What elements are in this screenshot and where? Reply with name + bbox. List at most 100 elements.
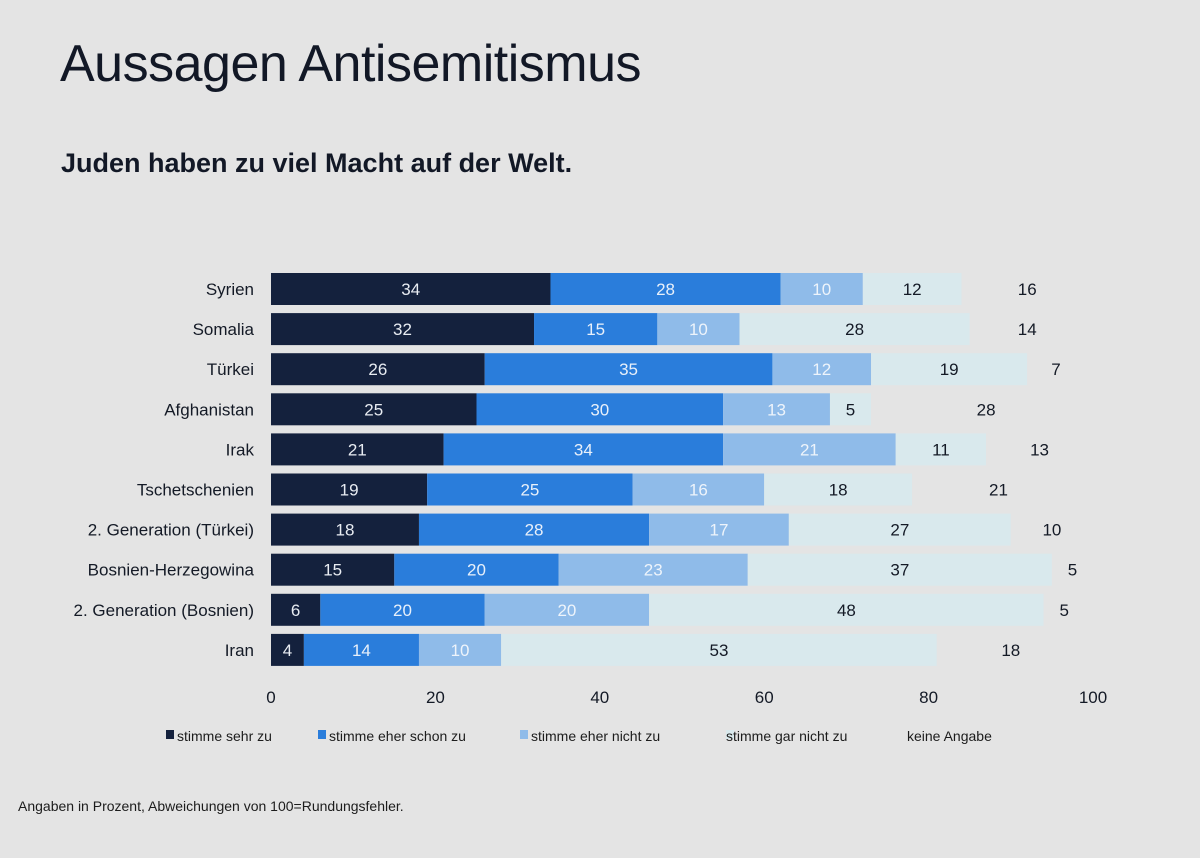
- data-label: 20: [557, 601, 576, 620]
- bar-segment: [484, 353, 773, 386]
- x-axis-ticks: 0 20 40 60 80 100: [266, 688, 1107, 707]
- data-label: 15: [586, 320, 605, 339]
- category-label: Tschetschenien: [137, 481, 254, 500]
- bar-segment: [443, 433, 724, 466]
- bar-segment: [271, 593, 321, 626]
- category-label: Syrien: [206, 280, 254, 299]
- bar-segment: [1027, 353, 1085, 386]
- bar-segment: [271, 393, 477, 426]
- bar-segment: [895, 433, 987, 466]
- data-label: 7: [1051, 360, 1060, 379]
- bar-segment: [427, 473, 633, 506]
- chart-subtitle: Juden haben zu viel Macht auf der Welt.: [61, 148, 573, 178]
- data-label: 14: [1018, 320, 1037, 339]
- data-label: 14: [352, 641, 371, 660]
- legend-swatch: [520, 730, 528, 739]
- data-label: 21: [348, 440, 367, 459]
- x-tick-label: 20: [426, 688, 445, 707]
- bar-segment: [271, 433, 444, 466]
- bar-segment: [829, 393, 872, 426]
- bar-segment: [1051, 553, 1093, 586]
- data-label: 26: [368, 360, 387, 379]
- bars: 34 28 10 12 16 32 15 10 28 14 26 35 12 19 7 25 30 13 5 28 21…: [271, 273, 1102, 666]
- data-label: 19: [940, 360, 959, 379]
- bar-segment: [632, 473, 765, 506]
- bar-segment: [271, 273, 551, 305]
- bar-segment: [780, 273, 863, 305]
- data-label: 28: [656, 280, 675, 299]
- data-label: 20: [393, 601, 412, 620]
- data-label: 16: [1018, 280, 1037, 299]
- x-tick-label: 0: [266, 688, 275, 707]
- bar-segment: [739, 313, 970, 346]
- data-label: 25: [364, 400, 383, 419]
- legend: stimme sehr zu stimme eher schon zu stimme…: [166, 728, 992, 744]
- data-label: 5: [846, 400, 855, 419]
- bar-segment: [969, 313, 1085, 346]
- data-label: 23: [644, 561, 663, 580]
- category-label: Iran: [225, 641, 254, 660]
- category-label: Türkei: [207, 360, 254, 379]
- data-label: 18: [829, 481, 848, 500]
- data-label: 48: [837, 601, 856, 620]
- x-tick-label: 40: [590, 688, 609, 707]
- bar-segment: [394, 553, 559, 586]
- data-label: 13: [767, 400, 786, 419]
- data-label: 10: [451, 641, 470, 660]
- data-label: 30: [590, 400, 609, 419]
- data-label: 34: [401, 280, 420, 299]
- bar-segment: [271, 633, 304, 666]
- bar-segment: [271, 473, 428, 506]
- data-label: 20: [467, 561, 486, 580]
- legend-swatch: [318, 730, 326, 739]
- legend-swatch: [907, 730, 915, 739]
- data-label: 27: [890, 521, 909, 540]
- x-tick-label: 80: [919, 688, 938, 707]
- bar-segment: [271, 353, 485, 386]
- category-label: Irak: [226, 440, 255, 459]
- data-label: 4: [283, 641, 292, 660]
- data-label: 10: [812, 280, 831, 299]
- legend-swatch: [726, 730, 734, 739]
- bar-segment: [558, 553, 748, 586]
- bar-segment: [871, 393, 1102, 426]
- bar-segment: [534, 313, 658, 346]
- category-label: Somalia: [193, 320, 255, 339]
- bar-segment: [723, 393, 830, 426]
- data-label: 28: [977, 400, 996, 419]
- bar-segment: [862, 273, 962, 305]
- legend-label: keine Angabe: [907, 728, 992, 744]
- bar-segment: [772, 353, 872, 386]
- bar-segment: [418, 513, 650, 546]
- bar-segment: [788, 513, 1011, 546]
- bar-segment: [961, 273, 1093, 305]
- bar-segment: [476, 393, 724, 426]
- data-label: 19: [340, 481, 359, 500]
- bar-segment: [418, 633, 502, 666]
- data-label: 21: [800, 440, 819, 459]
- category-labels: Syrien Somalia Türkei Afghanistan Irak Tschet…: [74, 280, 255, 660]
- chart-title: Aussagen Antisemitismus: [60, 35, 642, 93]
- data-label: 10: [689, 320, 708, 339]
- category-label: 2. Generation (Türkei): [88, 521, 254, 540]
- data-label: 11: [932, 440, 950, 459]
- data-label: 13: [1030, 440, 1049, 459]
- legend-label: stimme gar nicht zu: [726, 728, 847, 744]
- bar-segment: [723, 433, 896, 466]
- bar-segment: [271, 313, 535, 346]
- bar-segment: [912, 473, 1085, 506]
- data-label: 15: [323, 561, 342, 580]
- category-label: Bosnien-Herzegowina: [88, 561, 255, 580]
- bar-segment: [484, 593, 650, 626]
- legend-swatch: [166, 730, 174, 739]
- bar-segment: [303, 633, 419, 666]
- data-label: 6: [291, 601, 300, 620]
- data-label: 35: [619, 360, 638, 379]
- legend-label: stimme eher nicht zu: [531, 728, 660, 744]
- bar-segment: [657, 313, 740, 346]
- footnote: Angaben in Prozent, Abweichungen von 100…: [18, 798, 404, 814]
- bar-segment: [986, 433, 1093, 466]
- category-label: Afghanistan: [164, 400, 254, 419]
- bar-segment: [550, 273, 781, 305]
- bar-segment: [501, 633, 937, 666]
